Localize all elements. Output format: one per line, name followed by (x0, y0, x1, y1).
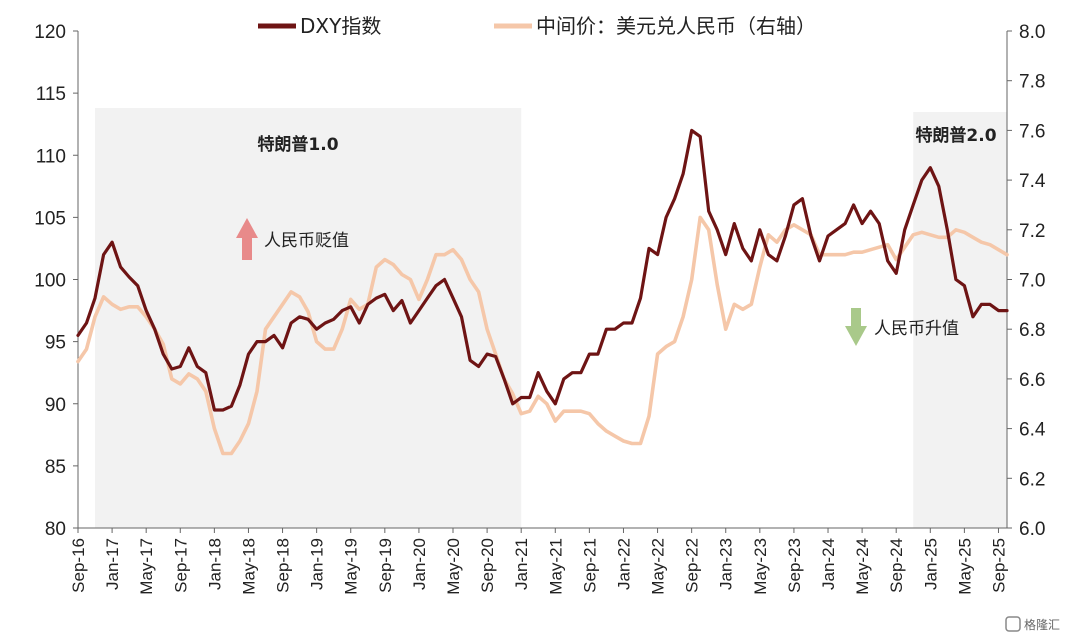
x-tick-label: May-22 (649, 538, 668, 595)
left-tick-label: 95 (45, 333, 66, 354)
left-tick-label: 90 (45, 395, 66, 416)
legend-label-cny: 中间价：美元兑人民币（右轴） (536, 14, 816, 38)
x-tick-label: Jan-17 (103, 538, 122, 590)
axes: 80 85 90 95 100 105 110 115 120 6.0 6.2 6.4 6.6 6.8 7.… (34, 22, 1046, 595)
x-tick-label: Sep-23 (785, 538, 804, 593)
right-tick-label: 6.2 (1019, 469, 1045, 490)
right-tick-label: 7.2 (1019, 221, 1045, 242)
right-tick-label: 7.8 (1019, 72, 1045, 93)
series-usdcny-line (76, 215, 1009, 456)
x-tick-label: Jan-21 (512, 538, 531, 590)
x-tick-label: Sep-21 (580, 538, 599, 593)
legend: DXY指数 中间价：美元兑人民币（右轴） (258, 14, 816, 38)
right-tick-label: 6.8 (1019, 320, 1045, 341)
x-tick-label: May-18 (239, 538, 258, 595)
right-tick-label: 6.6 (1019, 370, 1045, 391)
right-tick-label: 7.6 (1019, 121, 1045, 142)
left-tick-label: 80 (45, 519, 66, 540)
legend-label-dxy: DXY指数 (300, 14, 381, 38)
x-tick-label: Sep-22 (683, 538, 702, 593)
x-tick-label: Jan-25 (921, 538, 940, 590)
right-tick-label: 8.0 (1019, 22, 1045, 43)
series-lines (76, 128, 1009, 456)
x-tick-label: Sep-17 (171, 538, 190, 593)
x-tick-label: Sep-25 (989, 538, 1008, 593)
x-tick-label: Jan-20 (410, 538, 429, 590)
right-tick-label: 7.0 (1019, 271, 1045, 292)
right-tick-label: 6.4 (1019, 420, 1046, 441)
x-tick-label: May-25 (955, 538, 974, 595)
left-tick-label: 115 (36, 84, 66, 105)
left-tick-label: 100 (34, 271, 66, 292)
watermark-logo-icon (1005, 616, 1021, 632)
shaded-regions (95, 108, 1007, 528)
x-tick-label: Sep-24 (887, 538, 906, 593)
arrow-down-icon (845, 308, 867, 346)
right-tick-label: 7.4 (1019, 171, 1046, 192)
right-tick-label: 6.0 (1019, 519, 1045, 540)
x-tick-label: May-19 (342, 538, 361, 595)
x-tick-label: Sep-18 (274, 538, 293, 593)
x-tick-label: Jan-19 (308, 538, 327, 590)
x-tick-label: May-21 (546, 538, 565, 595)
left-tick-label: 120 (34, 22, 66, 43)
x-tick-label: Sep-20 (478, 538, 497, 593)
arrow-up-icon (236, 218, 258, 260)
x-tick-label: May-17 (137, 538, 156, 595)
left-tick-label: 105 (34, 208, 66, 229)
region-label-trump2: 特朗普2.0 (915, 125, 996, 146)
x-tick-label: May-20 (444, 538, 463, 595)
left-tick-label: 110 (36, 146, 66, 167)
watermark-text: 格隆汇 (1024, 617, 1060, 632)
x-tick-label: Sep-19 (376, 538, 395, 593)
annotation-appreciation: 人民币升值 (874, 319, 959, 339)
x-tick-label: May-24 (853, 538, 872, 595)
x-tick-label: May-23 (751, 538, 770, 595)
x-tick-label: Jan-22 (614, 538, 633, 590)
x-tick-label: Jan-24 (819, 538, 838, 590)
annotation-depreciation: 人民币贬值 (264, 231, 349, 251)
series-dxy-line (76, 128, 1009, 412)
region-2 (913, 112, 1007, 528)
region-label-trump1: 特朗普1.0 (257, 134, 338, 155)
watermark: 格隆汇 (1005, 616, 1060, 632)
x-tick-label: Jan-23 (717, 538, 736, 590)
x-tick-label: Sep-16 (69, 538, 88, 593)
left-tick-label: 85 (45, 457, 66, 478)
x-tick-label: Jan-18 (205, 538, 224, 590)
